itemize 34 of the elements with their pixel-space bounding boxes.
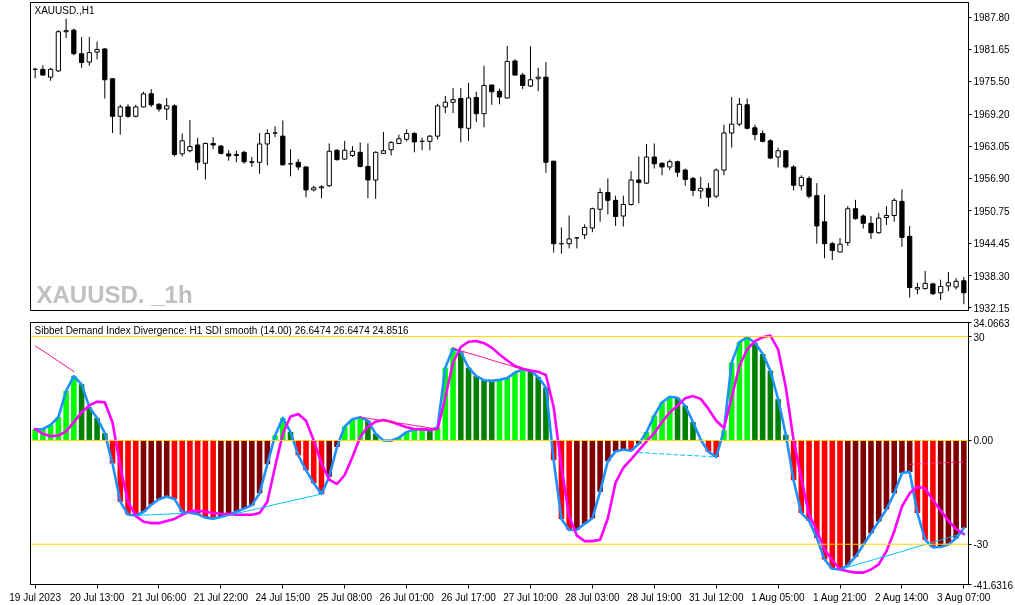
x-tick-label: 20 Jul 13:00 xyxy=(69,591,125,603)
y-tick-label: 1938.30 xyxy=(973,270,1011,282)
x-tick-label: 28 Jul 03:00 xyxy=(565,591,621,603)
annotation: XAUUSD. _1h xyxy=(36,280,193,308)
y-tick-label: 1987.80 xyxy=(973,12,1011,24)
y-tick-label: 1981.65 xyxy=(973,44,1011,56)
x-tick-label: 31 Jul 12:00 xyxy=(688,591,744,603)
x-tick-label: 21 Jul 22:00 xyxy=(193,591,249,603)
y-tick-label: 0.00 xyxy=(973,435,994,447)
x-tick-label: 1 Aug 05:00 xyxy=(751,591,805,603)
y-tick-label: 1950.75 xyxy=(973,205,1011,217)
y-tick-label: 1969.20 xyxy=(973,109,1011,121)
y-tick-label: 1963.05 xyxy=(973,141,1011,153)
y-tick-label: 30 xyxy=(973,331,986,343)
x-tick-label: 28 Jul 19:00 xyxy=(627,591,682,603)
x-tick-label: 24 Jul 15:00 xyxy=(255,591,311,603)
x-tick-label: 1 Aug 21:00 xyxy=(813,591,867,603)
x-tick-label: 27 Jul 10:00 xyxy=(503,591,559,603)
x-tick-label: 21 Jul 06:00 xyxy=(131,591,187,603)
x-tick-label: 25 Jul 08:00 xyxy=(317,591,373,603)
x-tick-label: 26 Jul 17:00 xyxy=(441,591,497,603)
y-tick-label: 1956.90 xyxy=(973,173,1011,185)
chart-title: Sibbet Demand Index Divergence: H1 SDI smooth (14.00) 26.6474 26.6474 24.8516 xyxy=(34,324,410,336)
y-tick-label: -30 xyxy=(973,539,989,551)
y-tick-label: 1932.15 xyxy=(973,302,1011,314)
y-tick-label: 1944.45 xyxy=(973,238,1011,250)
x-tick-label: 26 Jul 01:00 xyxy=(379,591,435,603)
x-tick-label: 3 Aug 07:00 xyxy=(936,591,991,603)
x-tick-label: 2 Aug 14:00 xyxy=(874,591,929,603)
chart-title: XAUUSD.,H1 xyxy=(34,4,95,16)
x-tick-label: 19 Jul 2023 xyxy=(9,591,62,603)
y-tick-label: 1975.50 xyxy=(973,76,1011,88)
y-tick-label: -41.6316 xyxy=(973,579,1014,591)
y-tick-label: 34.0663 xyxy=(973,317,1011,329)
